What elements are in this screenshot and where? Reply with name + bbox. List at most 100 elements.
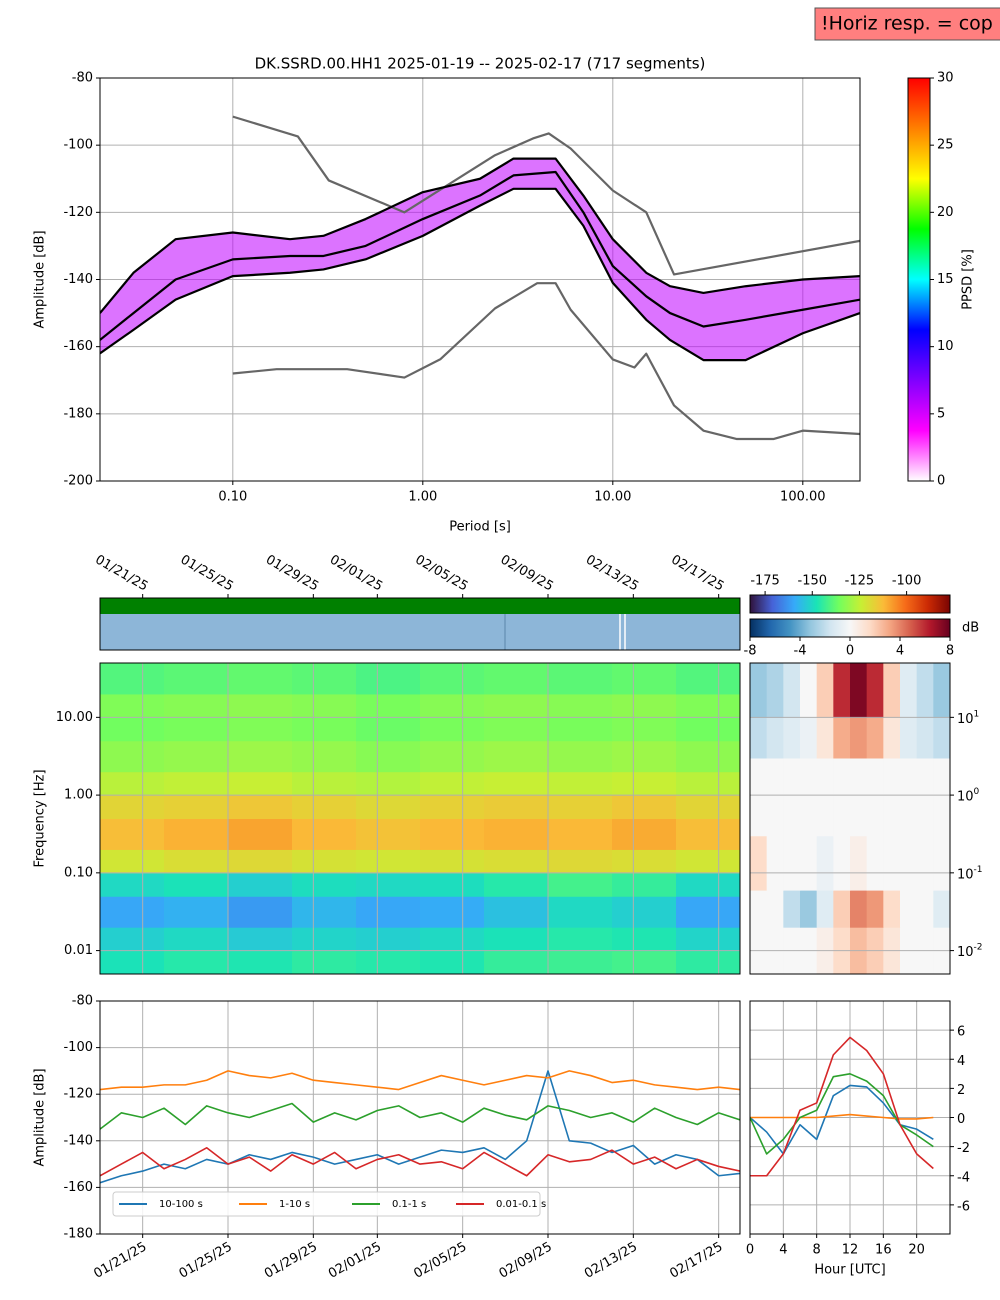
- line-series: [232, 282, 860, 441]
- heatmap-cell: [548, 717, 613, 742]
- colorbar-label: dB: [962, 621, 979, 636]
- colorbar-tick-label: 25: [937, 138, 954, 153]
- x-tick-label: 1.00: [408, 490, 437, 505]
- heatmap-cell: [548, 950, 613, 974]
- heatmap-cell: [164, 771, 229, 796]
- line-series: [750, 1084, 934, 1155]
- y-tick-label: -160: [63, 1180, 93, 1195]
- heatmap-cell: [850, 835, 868, 891]
- legend-box: [112, 1191, 541, 1217]
- heatmap-cell: [484, 896, 549, 928]
- heatmap-cell: [933, 835, 950, 891]
- heatmap-cell: [292, 693, 357, 718]
- heatmap-cell: [484, 795, 549, 819]
- heatmap-cell: [356, 693, 421, 718]
- y-tick-label: 10.00: [56, 710, 93, 725]
- colorbar-tick-label: 8: [946, 644, 954, 659]
- heatmap-cell: [292, 950, 357, 974]
- y-tick-label: -6: [957, 1199, 970, 1214]
- line-series: [750, 1113, 934, 1120]
- heatmap-cell: [420, 663, 485, 695]
- heatmap-cell: [866, 717, 884, 759]
- heatmap-cell: [783, 890, 801, 928]
- heatmap-cell: [484, 740, 549, 773]
- heatmap-cell: [100, 849, 165, 874]
- y-tick-label: 6: [957, 1025, 965, 1040]
- heatmap-cell: [100, 693, 165, 718]
- heatmap-cell: [292, 849, 357, 874]
- heatmap-cell: [484, 950, 549, 974]
- heatmap-cell: [100, 950, 165, 974]
- colorbar-tick-label: -100: [892, 574, 922, 589]
- heatmap-cell: [816, 717, 834, 759]
- heatmap-cell: [292, 927, 357, 952]
- line-series: [100, 157, 860, 314]
- line-series: [750, 1036, 934, 1177]
- y-tick-label: -200: [63, 474, 93, 489]
- heatmap-cell: [100, 717, 165, 742]
- heatmap-cell: [228, 818, 293, 850]
- y-tick-label: 2: [957, 1083, 965, 1098]
- y-axis-label: Amplitude [dB]: [33, 230, 48, 328]
- heatmap-cell: [612, 771, 677, 796]
- heatmap-cell: [356, 872, 421, 897]
- heatmap-cell: [900, 717, 918, 759]
- heatmap-cell: [900, 757, 918, 837]
- line-series: [232, 115, 860, 276]
- heatmap-cell: [676, 663, 740, 695]
- heatmap-cell: [612, 795, 677, 819]
- y-tick-label: 4: [957, 1054, 965, 1069]
- heatmap-cell: [612, 740, 677, 773]
- y-tick-label: -180: [63, 406, 93, 421]
- heatmap-cell: [676, 795, 740, 819]
- heatmap-cell: [766, 890, 784, 928]
- heatmap-cell: [850, 717, 868, 759]
- heatmap-cell: [164, 849, 229, 874]
- heatmap-cell: [676, 693, 740, 718]
- heatmap-cell: [766, 717, 784, 759]
- heatmap-cell: [850, 663, 868, 718]
- heatmap-cell: [676, 896, 740, 928]
- heatmap-cell: [164, 717, 229, 742]
- heatmap-cell: [933, 757, 950, 837]
- heatmap-cell: [292, 740, 357, 773]
- heatmap-cell: [484, 771, 549, 796]
- heatmap-cell: [356, 663, 421, 695]
- heatmap-cell: [900, 890, 918, 928]
- heatmap-cell: [850, 890, 868, 928]
- heatmap-cell: [612, 872, 677, 897]
- heatmap-cell: [228, 717, 293, 742]
- colorbar: [749, 618, 951, 638]
- y-tick-label: -120: [63, 1087, 93, 1102]
- heatmap-cell: [420, 950, 485, 974]
- heatmap-cell: [356, 927, 421, 952]
- heatmap-cell: [850, 757, 868, 837]
- heatmap-cell: [883, 717, 901, 759]
- panel: -80 -100 -120 -140 -160 -180 -200 0.10 1.00 10.00…: [33, 7, 1000, 535]
- colorbar: [907, 77, 931, 482]
- heatmap-cell: [292, 896, 357, 928]
- heatmap-cell: [933, 890, 950, 928]
- heatmap-cell: [612, 663, 677, 695]
- density-band: [100, 158, 860, 361]
- heatmap-cell: [164, 896, 229, 928]
- heatmap-cell: [164, 663, 229, 695]
- heatmap-cell: [866, 663, 884, 718]
- heatmap-cell: [484, 849, 549, 874]
- heatmap-cell: [292, 818, 357, 850]
- heatmap-cell: [816, 835, 834, 891]
- heatmap-cell: [164, 740, 229, 773]
- heatmap-cell: [676, 927, 740, 952]
- line-series: [100, 1102, 740, 1130]
- heatmap-cell: [783, 663, 801, 718]
- heatmap-cell: [228, 663, 293, 695]
- heatmap-cell: [356, 795, 421, 819]
- heatmap-cell: [833, 757, 851, 837]
- heatmap-cell: [866, 757, 884, 837]
- heatmap-cell: [100, 740, 165, 773]
- line-series: [100, 170, 860, 341]
- heatmap-cell: [548, 927, 613, 952]
